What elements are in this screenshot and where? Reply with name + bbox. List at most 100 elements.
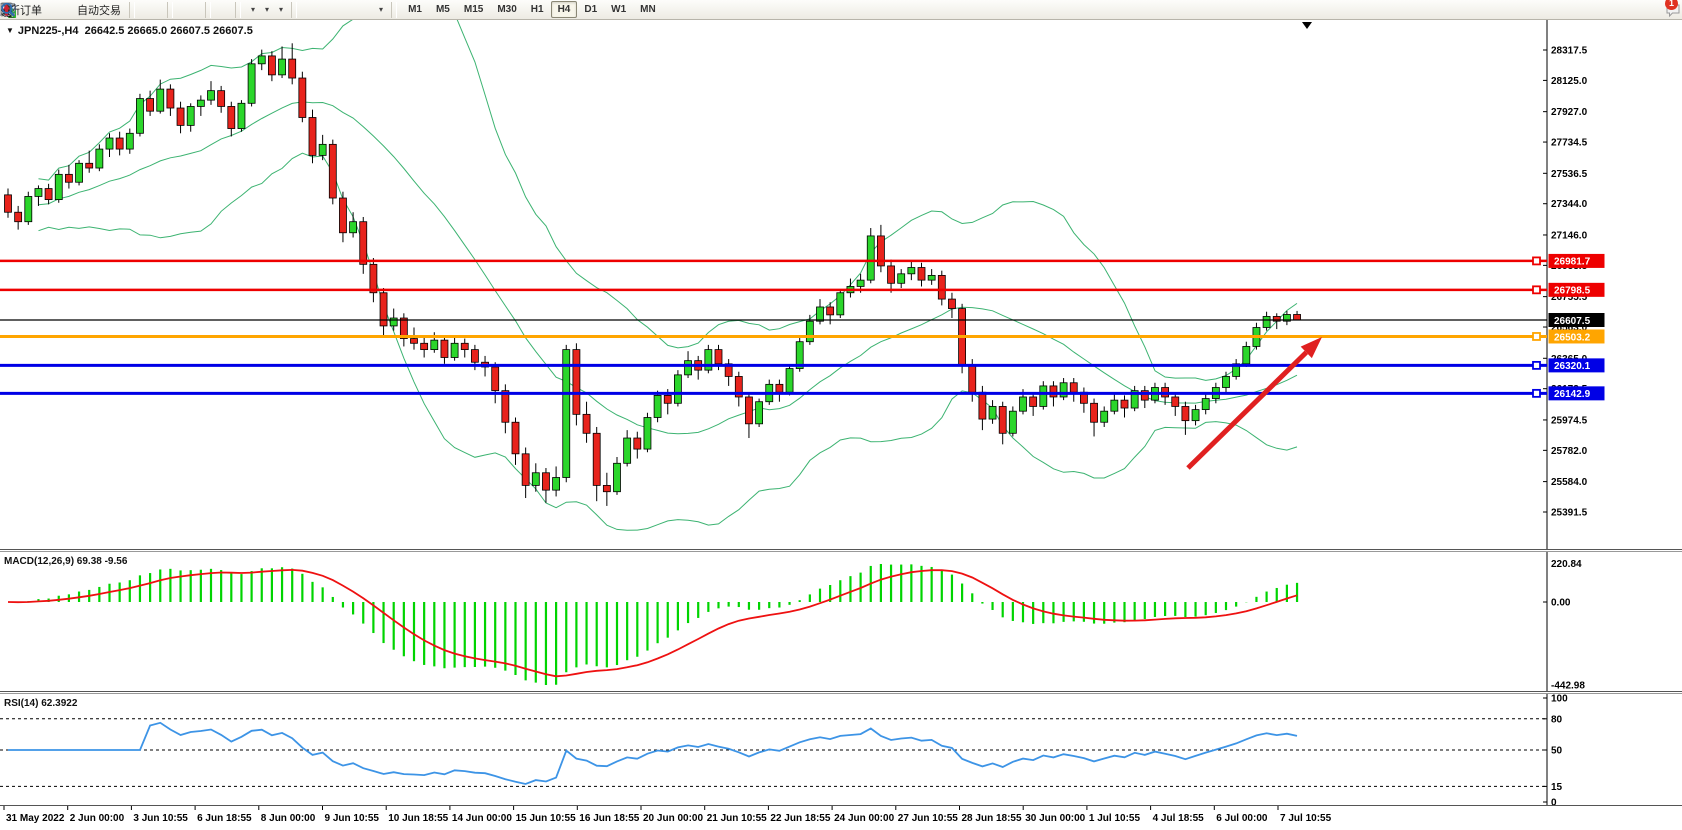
bear-candle: [14, 211, 23, 223]
time-tick-label: 28 Jun 18:55: [962, 813, 1022, 824]
cursor-button[interactable]: [4, 0, 309, 20]
bear-candle: [998, 406, 1007, 434]
trend-arrow-head[interactable]: [1300, 337, 1322, 359]
notifications-button[interactable]: 1: [1664, 0, 1680, 20]
timeframe-h1-button[interactable]: H1: [530, 4, 544, 15]
fibonacci-button[interactable]: F: [1, 0, 357, 20]
timeframe-m15-button[interactable]: M15: [463, 4, 484, 15]
price-tick-label: 25782.0: [1551, 446, 1588, 457]
level-line-handle[interactable]: [1532, 256, 1541, 266]
chart-window[interactable]: ▼ JPN225-,H4 26642.5 26665.0 26607.5 2660…: [0, 20, 1682, 830]
panel-splitter[interactable]: [0, 551, 1682, 552]
line-chart-button[interactable]: [2, 0, 163, 20]
time-tick-label: 2 Jun 00:00: [70, 813, 125, 824]
bull-candle: [1059, 382, 1068, 398]
signal-button[interactable]: [0, 0, 70, 20]
bear-candle: [440, 339, 449, 358]
terminal-button[interactable]: [0, 0, 62, 20]
tile-windows-button[interactable]: [1, 0, 201, 20]
timeframe-w1-button[interactable]: W1: [611, 4, 627, 15]
bear-candle: [115, 137, 124, 150]
symbol-dropdown-icon[interactable]: ▼: [6, 26, 14, 35]
autotrading-button[interactable]: 自动交易: [0, 0, 125, 20]
macd-axis-label: 0.00: [1551, 598, 1571, 609]
timeframe-m5-button[interactable]: M5: [435, 4, 450, 15]
bear-candle: [968, 364, 977, 393]
time-tick-label: 21 Jun 10:55: [707, 813, 767, 824]
bar-chart-button[interactable]: [2, 0, 147, 20]
bull-candle: [836, 292, 845, 316]
bull-candle: [186, 106, 195, 126]
equidistant-channel-button[interactable]: E: [0, 0, 349, 20]
bull-candle: [613, 462, 621, 493]
rsi-panel[interactable]: 100 80 50 15 0: [0, 694, 1682, 805]
bull-candle: [1222, 376, 1230, 388]
bear-candle: [288, 58, 297, 79]
auto-scroll-button[interactable]: [2, 0, 223, 20]
templates-button[interactable]: ▾: [1, 0, 287, 20]
zoom-in-button[interactable]: [1, 0, 185, 20]
chart-shift-button[interactable]: [2, 0, 231, 20]
time-tick-label: 24 Jun 00:00: [834, 813, 894, 824]
text-label-button[interactable]: T: [1, 0, 373, 20]
trend-arrow[interactable]: [1186, 350, 1309, 470]
bull-candle: [562, 349, 571, 478]
bull-candle: [1283, 314, 1291, 322]
price-tick-label: 27927.0: [1551, 107, 1588, 118]
price-tick-label: 27146.0: [1551, 230, 1588, 241]
crosshair-button[interactable]: [1, 0, 317, 20]
bear-candle: [369, 263, 378, 294]
timeframe-m30-button[interactable]: M30: [497, 4, 517, 15]
profiles-button[interactable]: [0, 0, 54, 20]
timeframe-mn-button[interactable]: MN: [640, 4, 656, 15]
time-axis[interactable]: 31 May 2022 2 Jun 00:00 3 Jun 10:55 6 Jun 1…: [0, 806, 1682, 830]
vertical-line-button[interactable]: [7, 0, 325, 20]
trendline-button[interactable]: [0, 0, 341, 20]
bear-candle: [582, 413, 591, 434]
arrows-button[interactable]: ▾: [2, 0, 387, 20]
bull-candle: [552, 477, 560, 491]
dropdown-arrow-icon[interactable]: ▾: [279, 5, 284, 14]
price-chart-panel[interactable]: 28317.5 28125.0 27927.0 27734.5 27536.5 27344…: [0, 20, 1682, 549]
level-line-handle[interactable]: [1532, 332, 1541, 341]
zoom-out-button[interactable]: [1, 0, 193, 20]
bear-candle: [217, 90, 226, 107]
level-line-handle[interactable]: [1532, 388, 1541, 398]
notification-badge: 1: [1665, 0, 1678, 10]
bear-candle: [460, 342, 469, 351]
timeframe-m1-button[interactable]: M1: [408, 4, 422, 15]
bull-candle: [1262, 316, 1271, 328]
timeframe-d1-button[interactable]: D1: [584, 4, 598, 15]
panel-splitter[interactable]: [0, 691, 1682, 692]
timeframe-h4-button[interactable]: H4: [550, 1, 578, 18]
macd-panel[interactable]: 220.84 0.00 -442.98: [0, 552, 1682, 691]
horizontal-line-button[interactable]: [1, 0, 333, 20]
bull-candle: [1232, 363, 1241, 377]
dropdown-arrow-icon[interactable]: ▾: [379, 5, 384, 14]
dropdown-arrow-icon[interactable]: ▾: [265, 5, 270, 14]
dropdown-arrow-icon[interactable]: ▾: [251, 5, 256, 14]
bear-candle: [724, 363, 733, 377]
bull-candle: [257, 55, 266, 65]
chart-shift-marker-icon[interactable]: [1302, 22, 1312, 29]
panel-splitter[interactable]: [0, 549, 1682, 550]
level-price-label-text: 26320.1: [1554, 361, 1591, 372]
bull-candle: [196, 99, 205, 107]
bull-candle: [674, 374, 682, 404]
bull-candle: [805, 320, 814, 343]
price-tick-label: 27734.5: [1551, 138, 1588, 149]
candlestick-chart-button[interactable]: [2, 0, 155, 20]
level-line-handle[interactable]: [1532, 360, 1541, 370]
level-line-handle[interactable]: [1532, 285, 1541, 295]
periods-button[interactable]: ▾: [1, 0, 273, 20]
price-tick-label: 28317.5: [1551, 46, 1588, 57]
panel-splitter: [0, 805, 1682, 806]
bear-candle: [1069, 382, 1078, 393]
bear-candle: [592, 432, 601, 486]
bear-candle: [948, 298, 956, 309]
text-button[interactable]: A: [4, 0, 365, 20]
panel-splitter[interactable]: [0, 693, 1682, 694]
time-tick-label: 6 Jul 00:00: [1216, 813, 1268, 824]
search-button[interactable]: [1, 0, 1658, 20]
indicators-button[interactable]: ▾: [0, 0, 259, 20]
